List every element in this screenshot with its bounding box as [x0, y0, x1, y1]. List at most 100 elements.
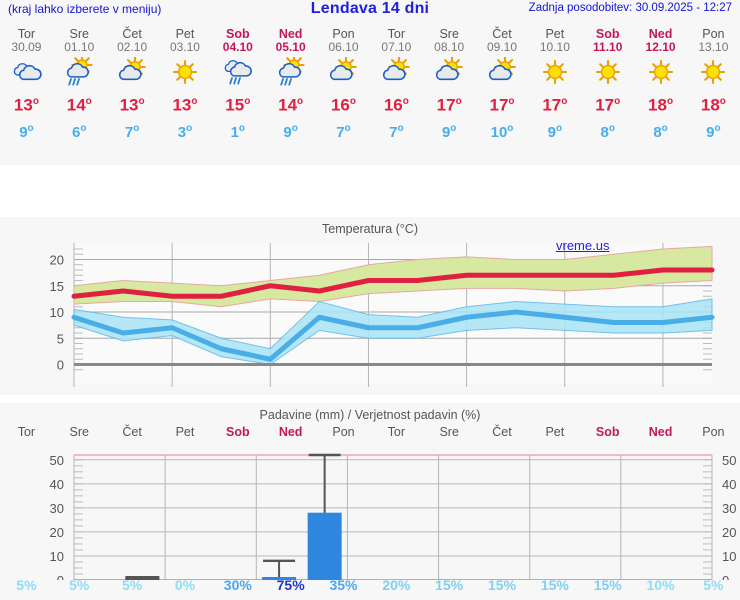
forecast-table-section: (kraj lahko izberete v meniju) Lendava 1… [0, 0, 740, 165]
precipitation-day-label: Ned [648, 425, 673, 439]
precipitation-day-label: Ned [278, 425, 303, 439]
precipitation-probability: 15% [540, 577, 569, 593]
precipitation-day-label: Pon [332, 425, 355, 439]
day-name: Sre [439, 27, 459, 41]
temperature-max: 17o [436, 95, 462, 115]
page-header: (kraj lahko izberete v meniju) Lendava 1… [0, 0, 740, 22]
menu-hint-label: (kraj lahko izberete v meniju) [8, 2, 162, 16]
temperature-max: 13o [172, 95, 198, 115]
precipitation-probability: 15% [593, 577, 622, 593]
precipitation-day-label: Tor [17, 425, 36, 439]
precipitation-day-label: Sob [595, 425, 620, 439]
precipitation-day-label: Pon [702, 425, 725, 439]
cloud-rain-icon [211, 54, 264, 90]
precip-y-tick-left: 0 [57, 573, 64, 580]
day-name: Sob [595, 27, 620, 41]
day-column[interactable]: Pon 06.10 16o 7o [317, 24, 370, 144]
precipitation-chart-section: Padavine (mm) / Verjetnost padavin (%) T… [0, 403, 740, 600]
precipitation-probability: 15% [435, 577, 464, 593]
precipitation-probability: 5% [16, 577, 37, 593]
temperature-min: 9o [283, 122, 298, 141]
temperature-min: 9o [547, 122, 563, 141]
temperature-chart-title: Temperatura (°C) [322, 222, 418, 236]
temperature-chart-section: Temperatura (°C) vreme.us 0 5 10 15 20 [0, 217, 740, 395]
day-date: 11.10 [593, 40, 623, 54]
precipitation-probability: 5% [69, 577, 90, 593]
day-column[interactable]: Sob 11.10 17o 8o [581, 24, 634, 144]
sun-cloud-icon [317, 54, 370, 90]
day-date: 13.10 [698, 40, 729, 54]
precip-y-tick-right: 0 [722, 573, 729, 580]
day-column[interactable]: Pon 13.10 18o 9o [687, 24, 740, 144]
section-divider-2 [0, 395, 740, 403]
temperature-max: 17o [542, 95, 568, 115]
precipitation-day-label: Sob [225, 425, 250, 439]
precip-y-tick-right: 10 [722, 549, 736, 564]
precipitation-day-label: Čet [122, 425, 142, 439]
day-date: 01.10 [64, 40, 95, 54]
day-date: 04.10 [222, 40, 253, 54]
precipitation-probability: 10% [646, 577, 675, 593]
sun-icon [581, 54, 634, 90]
day-column[interactable]: Sre 08.10 17o 9o [423, 24, 476, 144]
temperature-min: 9o [706, 122, 721, 141]
temperature-max: 17o [595, 95, 621, 115]
precipitation-chart-title: Padavine (mm) / Verjetnost padavin (%) [259, 408, 481, 422]
day-date: 30.09 [11, 40, 42, 54]
day-date: 12.10 [645, 40, 676, 54]
precipitation-day-label: Pet [175, 425, 195, 439]
precip-y-tick-left: 20 [50, 525, 64, 540]
temperature-min: 10o [490, 122, 514, 141]
temperature-max: 16o [383, 95, 409, 115]
day-column[interactable]: Pet 03.10 13o 3o [159, 24, 212, 144]
precipitation-day-label: Tor [387, 425, 406, 439]
page-title: Lendava 14 dni [310, 0, 430, 17]
precipitation-day-labels: Tor Sre Čet Pet Sob Ned Pon Tor Sre Čet Pet Sob Ned P… [0, 425, 740, 439]
day-column[interactable]: Sre 01.10 14o 6o [53, 24, 106, 144]
day-column[interactable]: Tor 07.10 16o 7o [370, 24, 423, 144]
precip-y-tick-right: 20 [722, 525, 736, 540]
precip-trace-marker [125, 576, 160, 580]
sun-cloud-icon [476, 54, 529, 90]
sun-cloud-icon [370, 54, 423, 90]
watermark-link[interactable]: vreme.us [556, 238, 610, 253]
day-name: Tor [387, 27, 406, 41]
day-column[interactable]: Pet 10.10 17o 9o [528, 24, 581, 144]
day-date: 09.10 [487, 40, 518, 54]
day-column[interactable]: Ned 05.10 14o 9o [264, 24, 317, 144]
precip-y-tick-left: 10 [50, 549, 64, 564]
precip-y-tick-left: 40 [50, 477, 64, 492]
precipitation-probability: 5% [703, 577, 724, 593]
temperature-min: 9o [441, 122, 457, 141]
precipitation-probability: 30% [223, 577, 252, 593]
temperature-max: 14o [66, 95, 92, 115]
temperature-chart: 0 5 10 15 20 [0, 241, 740, 391]
day-column[interactable]: Ned 12.10 18o 8o [634, 24, 687, 144]
day-name: Čet [122, 27, 142, 41]
temp-y-tick: 0 [57, 358, 64, 373]
temperature-max: 16o [330, 95, 356, 115]
temp-y-tick: 15 [50, 279, 64, 294]
day-name: Pon [332, 27, 355, 41]
day-date: 03.10 [169, 40, 200, 54]
precip-y-tick-right: 50 [722, 453, 736, 468]
day-name: Pet [545, 27, 565, 41]
day-name: Pon [702, 27, 725, 41]
day-column[interactable]: Čet 09.10 17o 10o [476, 24, 529, 144]
day-column[interactable]: Tor 30.09 13o 9o [0, 24, 53, 144]
temperature-min: 1o [230, 122, 246, 141]
sun-icon [634, 54, 687, 90]
precip-y-tick-left: 30 [50, 501, 64, 516]
temperature-min: 6o [72, 122, 87, 141]
sun-icon [528, 54, 581, 90]
precipitation-probability: 0% [174, 577, 196, 593]
sun-icon [687, 54, 740, 90]
precipitation-day-label: Čet [492, 425, 512, 439]
precipitation-probability-row: 5% 5% 5% 0% 30% 75% 35% 20% 15% 15% 15% 15% 10% 5% [0, 577, 740, 593]
temperature-min: 7o [389, 122, 404, 141]
day-name: Ned [278, 27, 303, 41]
day-column[interactable]: Sob 04.10 15o 1o [211, 24, 264, 144]
sun-cloud-icon [423, 54, 476, 90]
day-column[interactable]: Čet 02.10 13o 7o [106, 24, 159, 144]
